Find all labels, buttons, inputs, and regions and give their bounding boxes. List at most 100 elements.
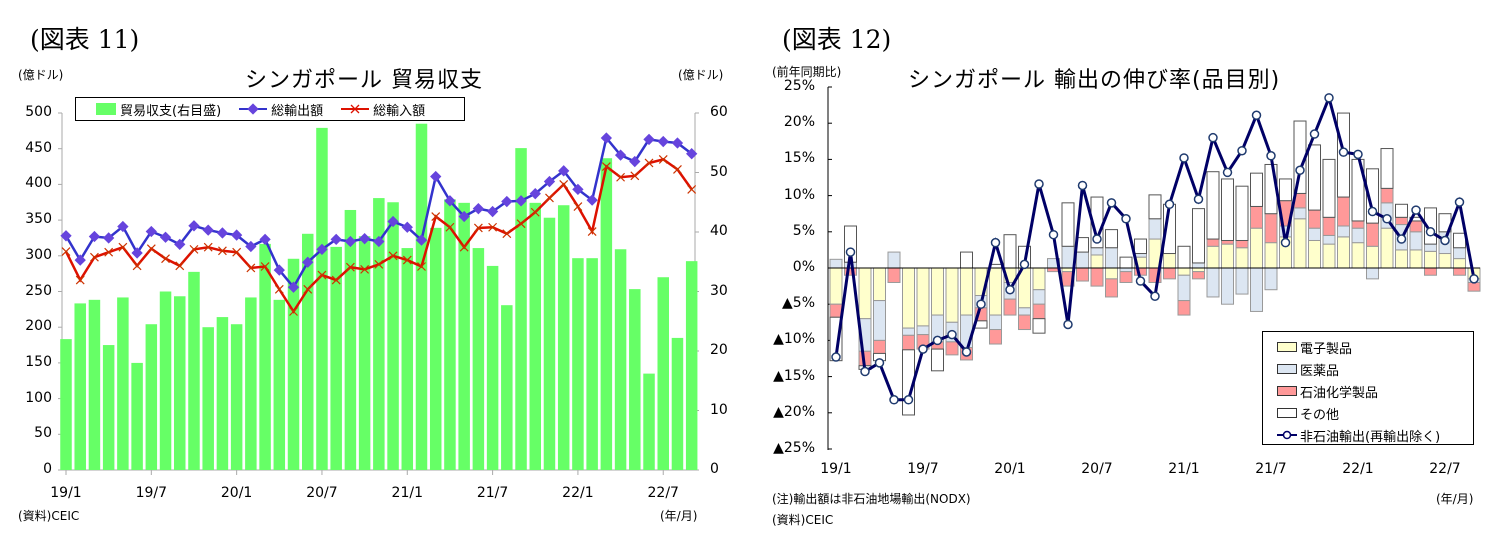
balance-bar — [415, 123, 428, 471]
imports-point — [530, 207, 540, 217]
stack-segment — [1293, 218, 1307, 269]
nodx-point — [1106, 198, 1117, 208]
y-tick-label: ▲10% — [773, 331, 815, 348]
balance-bar — [529, 202, 542, 470]
right-unit-label: (億ドル) — [678, 68, 724, 82]
balance-bar — [216, 317, 229, 470]
y-tick-label: 200 — [25, 318, 52, 335]
left-legend: 貿易収支(右目盛) 総輸出額 総輸入額 — [75, 97, 465, 121]
imports-point — [90, 252, 99, 262]
exports-point — [415, 234, 428, 246]
imports-point — [673, 164, 682, 174]
exports-point — [572, 183, 584, 196]
imports-point — [374, 259, 384, 269]
stack-segment — [1235, 185, 1249, 241]
stack-segment — [1308, 209, 1321, 229]
nodx-point — [1367, 206, 1378, 217]
stack-segment — [1148, 194, 1162, 220]
x-tick-label: 22/7 — [647, 485, 679, 501]
nodx-point — [1324, 93, 1334, 103]
nodx-point — [1048, 229, 1059, 240]
y-tick-label: 25% — [783, 78, 815, 94]
exports-point — [558, 165, 570, 177]
right-note: (注)輸出額は非石油地場輸出(NODX) — [772, 492, 971, 506]
imports-point — [417, 262, 426, 271]
balance-bar — [643, 373, 655, 470]
x-tick-label: 22/1 — [562, 485, 594, 501]
legend-label: 石油化学製品 — [1300, 385, 1379, 401]
stack-segment — [1395, 203, 1408, 218]
stack-segment — [1032, 318, 1046, 334]
y-tick-label: 350 — [25, 211, 52, 228]
stack-segment — [1192, 271, 1205, 280]
balance-bar — [586, 258, 598, 470]
nodx-point — [947, 329, 957, 340]
stack-segment — [945, 267, 959, 323]
nodx-point — [1135, 276, 1146, 286]
imports-point — [331, 275, 341, 285]
nodx-point — [860, 366, 870, 377]
y-right-tick-label: 0 — [710, 461, 719, 477]
stack-segment — [1366, 222, 1379, 247]
stack-segment — [1424, 243, 1437, 252]
stack-segment — [829, 267, 843, 305]
stack-segment — [1105, 229, 1118, 249]
stack-segment — [1438, 253, 1452, 269]
stack-segment — [1293, 207, 1307, 220]
balance-bar — [287, 258, 300, 470]
imports-point — [217, 246, 227, 256]
y-right-tick-label: 40 — [710, 223, 728, 239]
nodx-point — [990, 237, 1001, 248]
nodx-point — [1237, 145, 1247, 156]
exports-point — [273, 264, 285, 276]
stack-segment — [989, 314, 1002, 331]
stack-segment — [1337, 196, 1350, 227]
stack-segment — [1366, 267, 1379, 280]
nodx-point — [1034, 179, 1044, 189]
stack-segment — [1264, 242, 1278, 269]
imports-point — [146, 244, 156, 254]
imports-point — [616, 172, 626, 182]
y-tick-label: 500 — [25, 104, 52, 120]
balance-bar — [344, 209, 357, 471]
stack-segment — [1119, 267, 1133, 273]
x-tick-label: 22/1 — [1342, 461, 1374, 477]
y-tick-label: 0 — [43, 461, 52, 477]
stack-segment — [989, 267, 1002, 316]
stack-segment — [1221, 243, 1234, 269]
imports-point — [132, 261, 142, 271]
imports-point — [189, 244, 199, 254]
stack-segment — [1337, 225, 1350, 238]
stack-segment — [1264, 213, 1278, 244]
stack-segment — [1003, 234, 1017, 269]
exports-point — [330, 233, 342, 246]
exports-point — [245, 240, 257, 253]
right-legend: 電子製品 医薬品 石油化学製品 その他 非石油輸出(再輸出除く) — [1262, 331, 1474, 445]
exports-point — [131, 247, 143, 259]
imports-point — [516, 219, 526, 229]
stack-segment — [1264, 267, 1278, 291]
stack-segment — [1453, 232, 1466, 249]
exports-point — [387, 215, 399, 228]
legend-label: 総輸入額 — [373, 103, 426, 119]
exports-point — [202, 224, 214, 236]
balance-bar — [429, 227, 442, 470]
nodx-point — [831, 352, 841, 362]
imports-point — [175, 261, 185, 271]
stack-segment — [902, 267, 915, 329]
stack-segment — [1409, 220, 1423, 233]
balance-bar — [572, 258, 584, 470]
stack-segment — [1467, 281, 1481, 292]
stack-segment — [902, 334, 915, 351]
balance-bar — [74, 303, 86, 470]
stack-segment — [1380, 227, 1394, 269]
stack-segment — [1206, 238, 1220, 247]
nodx-point — [1454, 197, 1465, 207]
electronics-swatch-icon — [1277, 342, 1297, 352]
y-tick-label: ▲20% — [773, 403, 815, 420]
left-chart-title: シンガポール 貿易収支 — [245, 68, 483, 93]
stack-segment — [945, 341, 959, 356]
stack-segment — [1018, 314, 1031, 331]
balance-bar — [159, 291, 172, 470]
imports-point — [104, 247, 114, 257]
